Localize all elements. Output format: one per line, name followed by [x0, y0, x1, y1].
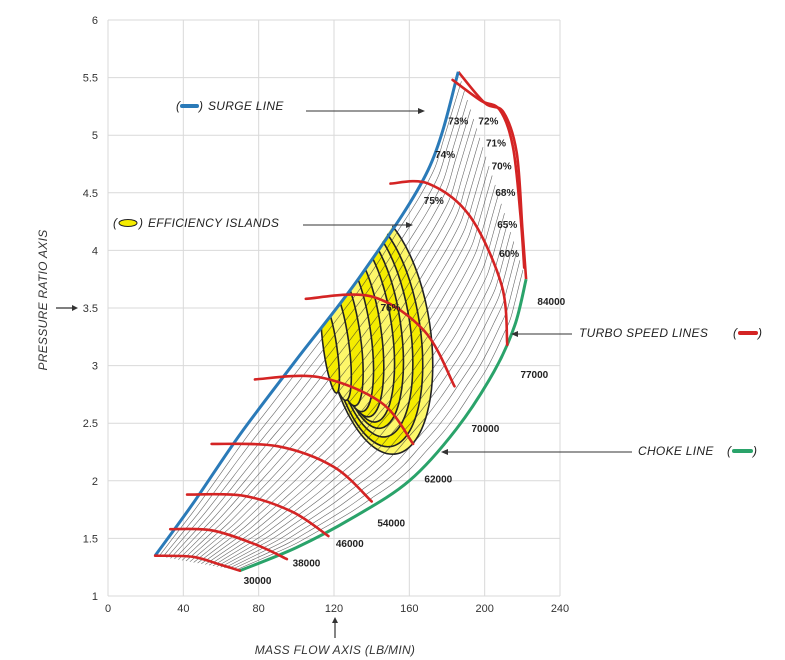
flow-line — [205, 194, 499, 565]
flow-line — [193, 166, 490, 563]
grid — [107, 19, 561, 597]
turbo-speed-callout-paren-open: ( — [733, 326, 739, 340]
flow-line — [174, 118, 474, 560]
surge-callout-label: SURGE LINE — [208, 99, 284, 113]
y-tick-label: 6 — [92, 15, 98, 27]
efficiency-callout-label: EFFICIENCY ISLANDS — [148, 216, 279, 230]
speed-line-77000 — [389, 179, 509, 347]
flow-line — [208, 203, 502, 566]
choke-callout-paren-close: ) — [751, 444, 757, 458]
efficiency-callout: ( ) EFFICIENCY ISLANDS — [113, 216, 413, 230]
turbo-speed-callout: TURBO SPEED LINES ( ) — [511, 326, 762, 340]
flow-line — [185, 147, 484, 562]
efficiency-label: 70% — [492, 161, 512, 172]
x-tick-label: 120 — [325, 603, 343, 615]
speed-labels: 84000 77000 70000 62000 54000 46000 38000 30000 — [244, 297, 566, 587]
efficiency-labels: 73% 72% 71% 70% 74% 68% 75% 65% 60% 76% — [380, 116, 519, 314]
efficiency-label: 71% — [486, 138, 506, 149]
speed-line-46000 — [185, 492, 330, 538]
speed-line-84000 — [451, 78, 526, 269]
y-tick-label: 1.5 — [83, 533, 98, 545]
choke-line-callout: CHOKE LINE ( ) — [441, 444, 757, 458]
efficiency-label: 73% — [448, 116, 468, 127]
y-axis-arrow — [56, 305, 78, 311]
x-tick-label: 200 — [475, 603, 493, 615]
y-tick-label: 2 — [92, 476, 98, 488]
choke-line — [239, 278, 528, 573]
speed-line-54000 — [210, 442, 373, 503]
efficiency-label: 65% — [497, 220, 517, 231]
y-tick-label: 2.5 — [83, 418, 98, 430]
y-tick-label: 1 — [92, 591, 98, 603]
efficiency-label: 68% — [495, 188, 515, 199]
efficiency-label: 60% — [499, 249, 519, 260]
x-tick-label: 0 — [105, 603, 111, 615]
tick-labels: 0 40 80 120 160 200 240 1 1.5 2 2.5 3 3.5 4 4.5 5 5.5 6 — [83, 15, 569, 615]
y-tick-label: 4.5 — [83, 188, 98, 200]
efficiency-label: 74% — [435, 150, 455, 161]
flow-line — [235, 269, 524, 571]
efficiency-label: 76% — [380, 303, 400, 314]
flow-line — [228, 250, 518, 569]
speed-label-46000: 46000 — [336, 539, 364, 550]
efficiency-callout-paren-close: ) — [137, 216, 143, 230]
flow-line — [181, 137, 481, 561]
speed-label-70000: 70000 — [471, 424, 499, 435]
flow-line — [197, 175, 493, 564]
speed-label-54000: 54000 — [377, 518, 405, 529]
choke-callout-paren-open: ( — [727, 444, 733, 458]
efficiency-callout-paren-open: ( — [113, 216, 119, 230]
x-tick-label: 240 — [551, 603, 569, 615]
speed-line-38000 — [168, 527, 289, 561]
surge-callout-paren-open: ( — [176, 99, 182, 113]
x-tick-label: 40 — [177, 603, 189, 615]
choke-callout-label: CHOKE LINE — [638, 444, 714, 458]
x-axis-title: MASS FLOW AXIS (LB/MIN) — [255, 643, 415, 657]
speed-line-70000 — [304, 293, 456, 388]
y-axis-title: PRESSURE RATIO AXIS — [36, 229, 50, 370]
flow-line — [220, 232, 511, 568]
flow-line — [158, 81, 462, 557]
efficiency-label: 75% — [424, 196, 444, 207]
flow-line — [177, 128, 478, 561]
surge-callout-paren-close: ) — [197, 99, 203, 113]
y-tick-label: 5 — [92, 130, 98, 142]
surge-line-callout: ( ) SURGE LINE — [176, 99, 425, 114]
y-tick-label: 3.5 — [83, 303, 98, 315]
y-tick-label: 3 — [92, 361, 98, 373]
y-tick-label: 5.5 — [83, 73, 98, 85]
flow-line — [162, 90, 465, 558]
speed-label-30000: 30000 — [244, 576, 272, 587]
flow-line — [212, 213, 505, 567]
flow-line — [201, 184, 496, 565]
speed-label-62000: 62000 — [424, 475, 452, 486]
x-tick-label: 160 — [400, 603, 418, 615]
speed-line-30000 — [153, 554, 242, 572]
flow-line — [189, 156, 487, 563]
efficiency-label: 72% — [478, 116, 498, 127]
flow-line — [231, 260, 521, 570]
speed-lines — [153, 78, 526, 572]
speed-label-84000: 84000 — [537, 297, 565, 308]
speed-label-77000: 77000 — [520, 370, 548, 381]
surge-line — [153, 71, 460, 557]
efficiency-swatch — [118, 219, 138, 227]
x-axis-arrow — [332, 617, 338, 638]
turbo-speed-callout-label: TURBO SPEED LINES — [579, 326, 708, 340]
flow-line — [166, 100, 468, 558]
y-tick-label: 4 — [92, 245, 98, 257]
flow-line — [216, 222, 508, 567]
speed-line-62000 — [253, 374, 415, 446]
speed-label-38000: 38000 — [293, 559, 321, 570]
x-tick-label: 80 — [253, 603, 265, 615]
turbo-speed-callout-paren-close: ) — [756, 326, 762, 340]
